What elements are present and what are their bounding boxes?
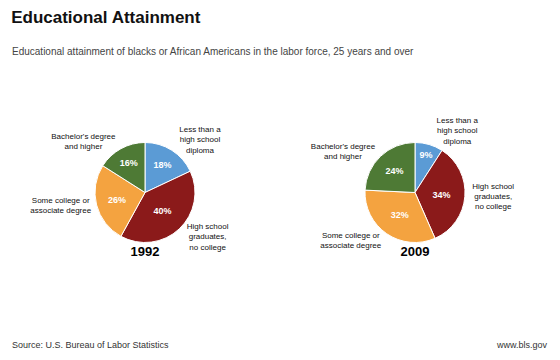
- svg-text:Bachelor's degreeand higher: Bachelor's degreeand higher: [311, 142, 376, 161]
- svg-text:1992: 1992: [131, 244, 160, 259]
- svg-text:40%: 40%: [154, 206, 172, 216]
- svg-text:www.bls.gov: www.bls.gov: [496, 340, 548, 350]
- svg-text:High schoolgraduates,no colleg: High schoolgraduates,no college: [472, 182, 514, 212]
- svg-text:Bachelor's degreeand higher: Bachelor's degreeand higher: [51, 132, 116, 151]
- svg-text:High schoolgraduates,no colleg: High schoolgraduates,no college: [187, 222, 229, 252]
- svg-text:18%: 18%: [153, 160, 171, 170]
- svg-text:9%: 9%: [419, 150, 432, 160]
- svg-text:Source: U.S. Bureau of Labor S: Source: U.S. Bureau of Labor Statistics: [12, 340, 169, 350]
- svg-text:2009: 2009: [401, 244, 430, 259]
- svg-text:Some college orassociate degre: Some college orassociate degree: [30, 196, 91, 215]
- svg-text:26%: 26%: [108, 195, 126, 205]
- svg-text:Educational attainment of blac: Educational attainment of blacks or Afri…: [12, 46, 414, 57]
- svg-text:24%: 24%: [386, 166, 404, 176]
- svg-text:1992: 1992: [131, 244, 160, 259]
- svg-text:Less than ahigh schooldiploma: Less than ahigh schooldiploma: [437, 116, 479, 146]
- svg-text:2009: 2009: [401, 244, 430, 259]
- svg-text:34%: 34%: [432, 190, 450, 200]
- svg-text:Some college orassociate degre: Some college orassociate degree: [320, 231, 381, 250]
- svg-text:32%: 32%: [391, 210, 409, 220]
- svg-text:Less than ahigh schooldiploma: Less than ahigh schooldiploma: [179, 125, 221, 155]
- svg-text:Educational Attainment: Educational Attainment: [11, 8, 201, 27]
- svg-text:16%: 16%: [120, 158, 138, 168]
